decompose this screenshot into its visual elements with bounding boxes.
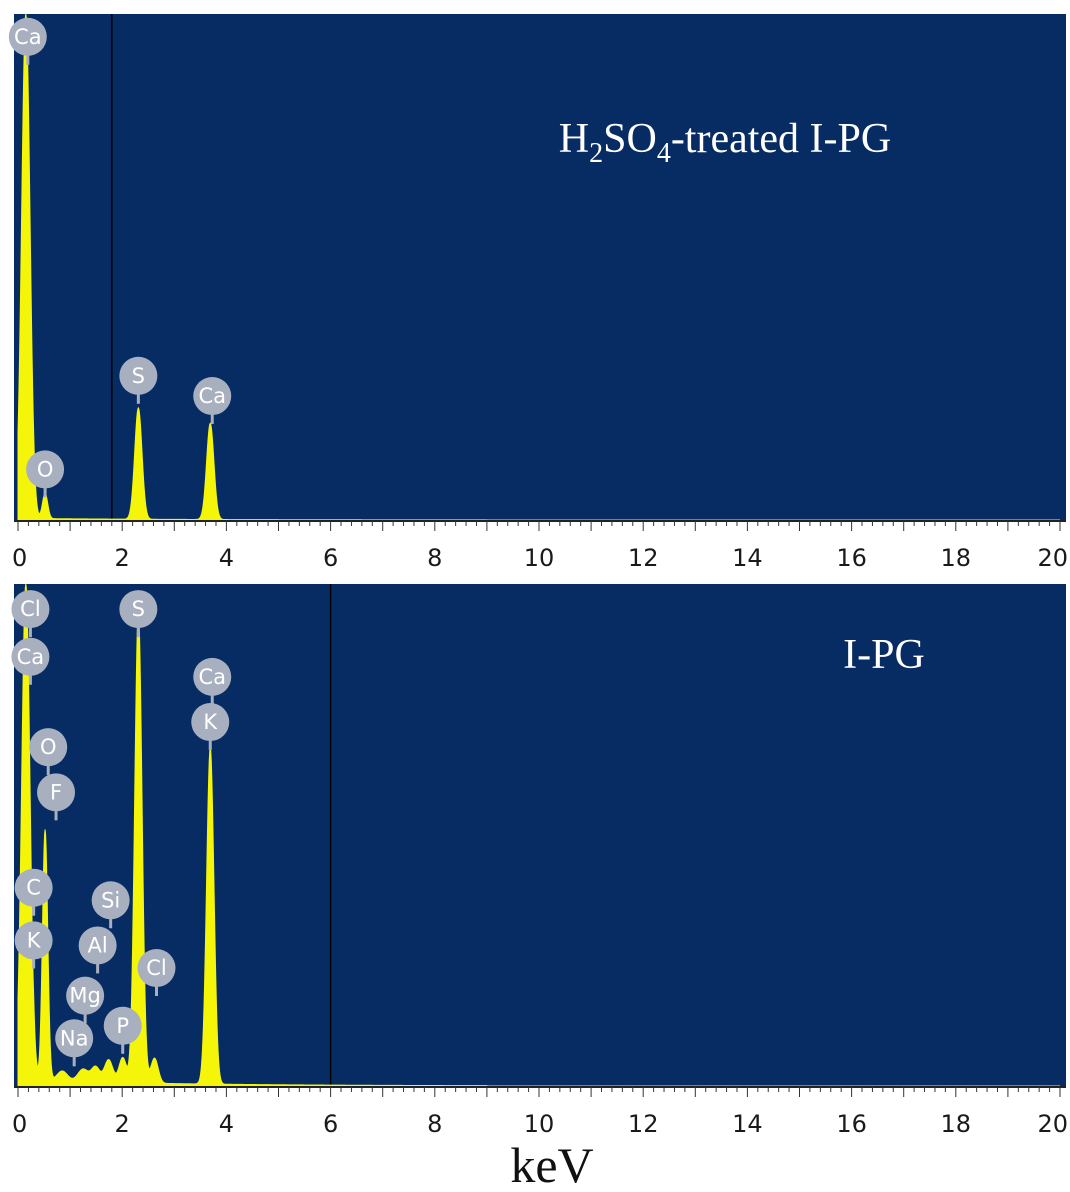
peak-label-si: Si: [91, 881, 130, 929]
panel-title: H2SO4-treated I-PG: [559, 116, 891, 169]
svg-text:Mg: Mg: [69, 984, 100, 1008]
x-tick-label: 0: [12, 544, 27, 572]
peak-label-cl: Cl: [11, 590, 50, 638]
svg-text:K: K: [27, 928, 42, 952]
x-tick-label: 4: [219, 1110, 234, 1138]
x-tick-label: 14: [732, 1110, 763, 1138]
peak-label-ca: Ca: [193, 377, 232, 425]
svg-text:Cl: Cl: [20, 597, 41, 621]
peak-label-o: O: [26, 450, 65, 498]
peak-label-cl: Cl: [137, 949, 176, 997]
peak-label-mg: Mg: [66, 976, 105, 1024]
x-tick-label: 16: [836, 1110, 867, 1138]
x-tick-label: 4: [219, 544, 234, 572]
x-tick-label: 18: [941, 544, 972, 572]
panel-title: I-PG: [843, 632, 925, 678]
svg-text:Cl: Cl: [146, 956, 167, 980]
svg-text:Al: Al: [88, 933, 108, 957]
x-axis-label: keV: [510, 1137, 593, 1192]
peak-label-o: O: [29, 728, 68, 776]
x-tick-label: 18: [941, 1110, 972, 1138]
x-tick-label: 8: [427, 544, 442, 572]
x-tick-label: 20: [1037, 1110, 1068, 1138]
svg-text:Si: Si: [101, 888, 120, 912]
x-tick-label: 16: [836, 544, 867, 572]
x-tick-label: 12: [628, 544, 659, 572]
svg-text:P: P: [116, 1014, 129, 1038]
x-tick-label: 0: [12, 1110, 27, 1138]
svg-text:Na: Na: [60, 1026, 89, 1050]
peak-label-k: K: [14, 921, 53, 969]
x-axis-band: [14, 520, 1066, 578]
panel-i-pg: Cl Ca OF C K Si Al Mg Na P S Cl Ca K I-PG 0 2 4 6 8 10 12 14…: [11, 583, 1068, 1140]
peak-label-ca: Ca: [193, 657, 232, 705]
peak-label-s: S: [119, 590, 158, 638]
x-tick-label: 2: [115, 1110, 130, 1138]
svg-text:S: S: [132, 364, 145, 388]
x-tick-label: 12: [628, 1110, 659, 1138]
svg-text:O: O: [37, 457, 54, 481]
x-tick-label: 2: [115, 544, 130, 572]
peak-label-al: Al: [78, 926, 117, 974]
peak-label-ca: Ca: [11, 637, 50, 685]
peak-label-na: Na: [55, 1019, 94, 1067]
plot-background: [14, 584, 1066, 1086]
x-tick-label: 6: [323, 1110, 338, 1138]
svg-text:Ca: Ca: [14, 25, 42, 49]
x-tick-label: 10: [524, 544, 555, 572]
panel-h2so4-treated: Ca O S Ca H2SO4-treated I-PG 0 2 4 6 8 10 12 14 16 1…: [8, 13, 1068, 578]
x-tick-label: 20: [1037, 544, 1068, 572]
x-tick-label: 14: [732, 544, 763, 572]
plot-background: [14, 14, 1066, 520]
svg-text:F: F: [50, 780, 62, 804]
peak-label-p: P: [103, 1006, 142, 1054]
peak-label-ca: Ca: [8, 17, 47, 65]
peak-label-f: F: [37, 773, 76, 821]
x-tick-label: 6: [323, 544, 338, 572]
peak-label-k: K: [191, 703, 230, 751]
svg-text:O: O: [40, 735, 57, 759]
peak-label-c: C: [14, 868, 53, 916]
svg-text:S: S: [132, 597, 145, 621]
x-axis-band: [14, 1086, 1066, 1140]
svg-text:Ca: Ca: [198, 384, 226, 408]
svg-text:K: K: [203, 710, 218, 734]
svg-text:C: C: [26, 876, 41, 900]
svg-text:Ca: Ca: [198, 665, 226, 689]
peak-label-s: S: [119, 356, 158, 404]
x-tick-label: 8: [427, 1110, 442, 1138]
svg-text:Ca: Ca: [17, 645, 45, 669]
x-tick-label: 10: [524, 1110, 555, 1138]
